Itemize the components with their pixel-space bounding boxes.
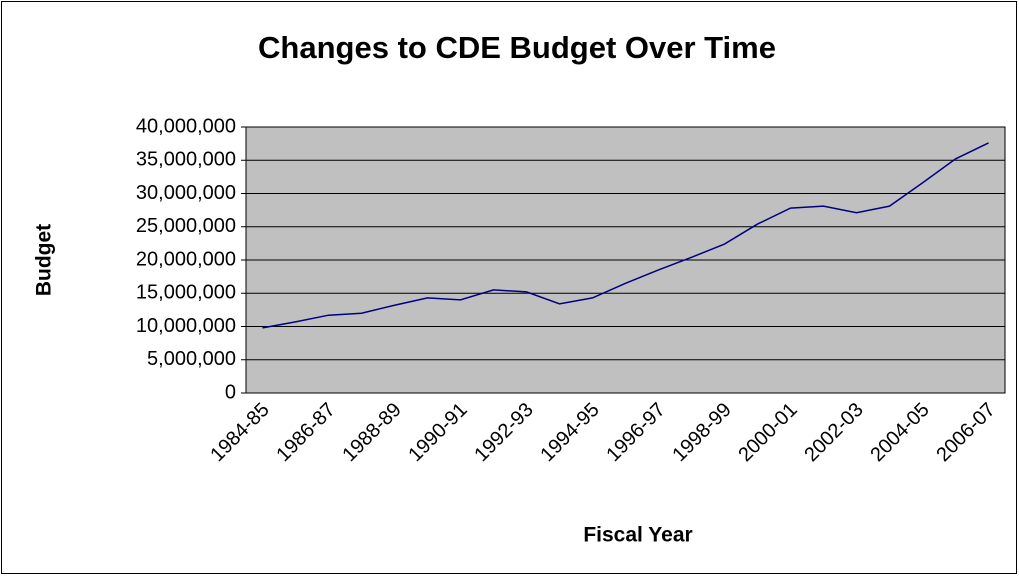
y-tick-label: 40,000,000 <box>136 115 236 137</box>
y-tick-label: 10,000,000 <box>136 315 236 337</box>
y-tick-label: 20,000,000 <box>136 248 236 270</box>
y-tick-label: 25,000,000 <box>136 215 236 237</box>
y-tick-label: 35,000,000 <box>136 149 236 171</box>
y-axis-label: Budget <box>33 224 56 296</box>
y-tick-label: 30,000,000 <box>136 182 236 204</box>
y-tick-label: 0 <box>225 381 236 403</box>
y-tick-label: 15,000,000 <box>136 282 236 304</box>
chart-title: Changes to CDE Budget Over Time <box>258 30 776 65</box>
y-tick-label: 5,000,000 <box>147 348 236 370</box>
line-series <box>262 142 989 329</box>
x-axis-label: Fiscal Year <box>583 524 692 547</box>
